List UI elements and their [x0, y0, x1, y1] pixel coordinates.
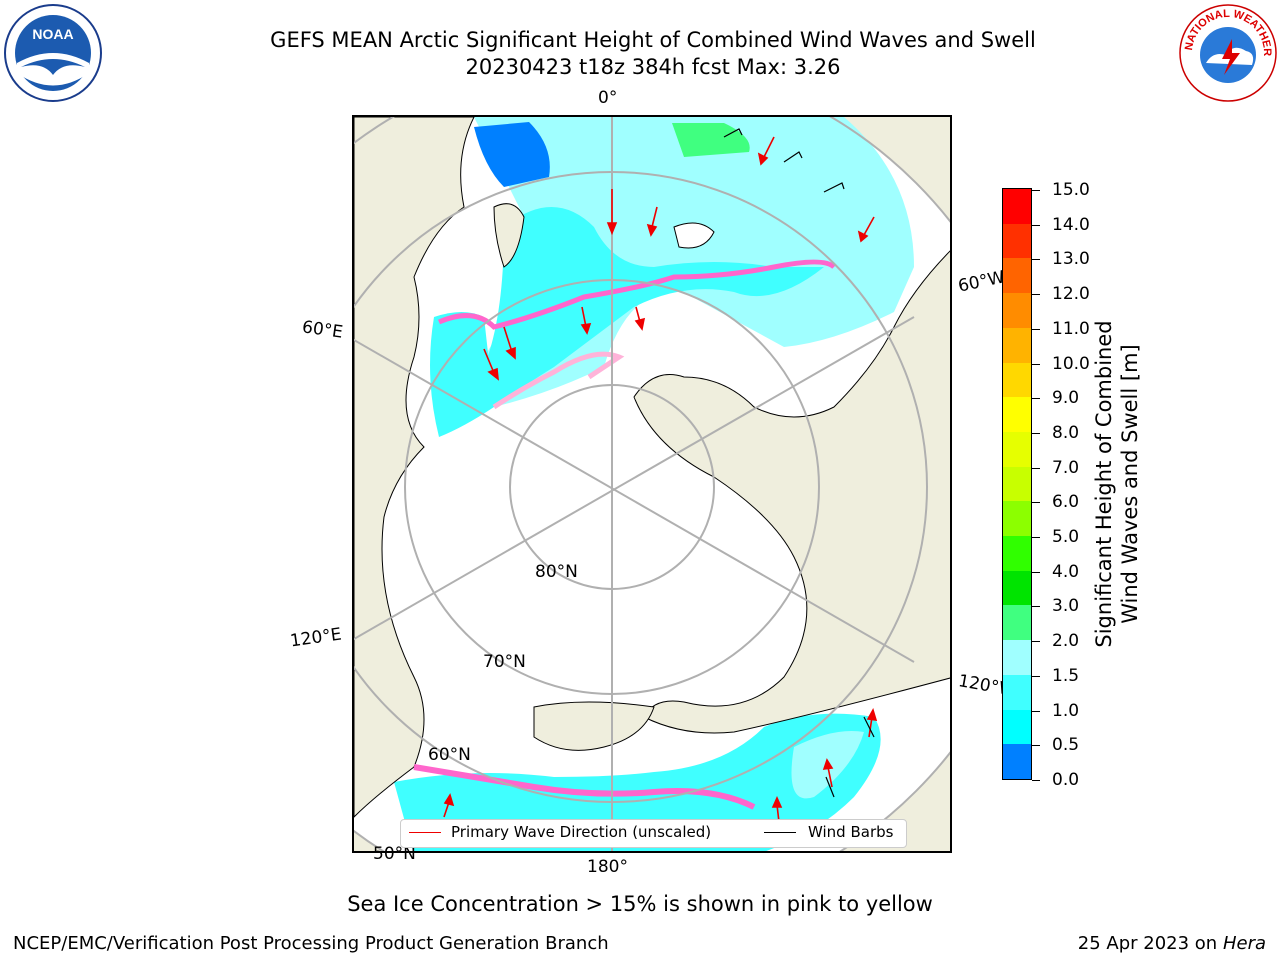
colorbar-label-line2: Wind Waves and Swell [m] — [1118, 344, 1142, 624]
colorbar-tick-mark — [1032, 606, 1040, 608]
colorbar-tick-label: 11.0 — [1052, 318, 1090, 339]
footer-date: 25 Apr 2023 on Hera — [1078, 933, 1266, 954]
colorbar-tick-label: 2.0 — [1052, 631, 1080, 652]
colorbar-tick-label: 4.0 — [1052, 561, 1080, 582]
colorbar-tick-label: 15.0 — [1052, 180, 1090, 200]
lat-label-50: 50°N — [373, 844, 416, 864]
nws-logo: NATIONAL WEATHER SERVICE — [1174, 0, 1278, 103]
colorbar-tick-mark — [1032, 432, 1040, 434]
colorbar — [1002, 188, 1032, 780]
colorbar-tick-label: 14.0 — [1052, 214, 1090, 235]
lat-label-60: 60°N — [428, 745, 471, 765]
lon-label-0: 0° — [598, 88, 618, 108]
noaa-logo-text: NOAA — [32, 26, 73, 42]
colorbar-tick-label: 0.0 — [1052, 770, 1080, 790]
colorbar-tick-mark — [1032, 502, 1040, 504]
colorbar-tick-mark — [1032, 571, 1040, 573]
colorbar-cell — [1003, 605, 1031, 641]
colorbar-cell — [1003, 466, 1031, 502]
colorbar-tick-mark — [1032, 745, 1040, 747]
colorbar-cell — [1003, 293, 1031, 328]
colorbar-tick-label: 8.0 — [1052, 422, 1080, 443]
lon-label-120e: 120°E — [288, 624, 343, 652]
colorbar-tick-label: 6.0 — [1052, 492, 1080, 513]
wind-barb-swatch — [764, 832, 796, 833]
chart-title: GEFS MEAN Arctic Significant Height of C… — [270, 28, 1036, 52]
footer-host: Hera — [1222, 933, 1266, 954]
colorbar-cell — [1003, 674, 1031, 710]
colorbar-tick-label: 0.5 — [1052, 735, 1080, 756]
colorbar-tick-label: 9.0 — [1052, 388, 1080, 409]
colorbar-tick-mark — [1032, 780, 1040, 781]
colorbar-tick-mark — [1032, 675, 1040, 677]
chart-subtitle: 20230423 t18z 384h fcst Max: 3.26 — [465, 55, 841, 79]
colorbar-cell — [1003, 570, 1031, 606]
colorbar-cell — [1003, 501, 1031, 537]
colorbar-tick-label: 10.0 — [1052, 353, 1090, 374]
sea-ice-note: Sea Ice Concentration > 15% is shown in … — [347, 892, 933, 916]
colorbar-tick-mark — [1032, 224, 1040, 226]
noaa-logo: NOAA — [3, 3, 103, 103]
colorbar-cell — [1003, 258, 1031, 294]
colorbar-tick-mark — [1032, 467, 1040, 469]
colorbar-cell — [1003, 536, 1031, 571]
colorbar-tick-mark — [1032, 398, 1040, 400]
lon-label-60w: 60°W — [956, 267, 1007, 297]
colorbar-tick-mark — [1032, 190, 1040, 191]
lat-label-80: 80°N — [535, 562, 578, 582]
map-legend: Primary Wave Direction (unscaled) Wind B… — [400, 819, 907, 848]
colorbar-cell — [1003, 189, 1031, 224]
footer-date-text: 25 Apr 2023 on — [1077, 933, 1223, 954]
colorbar-tick-label: 5.0 — [1052, 527, 1080, 548]
colorbar-tick-mark — [1032, 259, 1040, 261]
lon-label-180: 180° — [587, 857, 628, 877]
colorbar-tick-mark — [1032, 294, 1040, 296]
footer-credit: NCEP/EMC/Verification Post Processing Pr… — [13, 933, 609, 954]
colorbar-cell — [1003, 223, 1031, 259]
wave-direction-swatch — [409, 832, 441, 833]
colorbar-tick-mark — [1032, 641, 1040, 643]
colorbar-tick-mark — [1032, 328, 1040, 330]
colorbar-tick-label: 1.0 — [1052, 700, 1080, 721]
colorbar-tick-label: 1.5 — [1052, 665, 1080, 686]
colorbar-cell — [1003, 709, 1031, 745]
colorbar-cell — [1003, 640, 1031, 675]
colorbar-tick-label: 7.0 — [1052, 457, 1080, 478]
colorbar-tick-mark — [1032, 537, 1040, 539]
map-canvas — [354, 117, 950, 851]
legend-barb-label: Wind Barbs — [808, 823, 894, 841]
colorbar-cell — [1003, 431, 1031, 467]
legend-wave-label: Primary Wave Direction (unscaled) — [451, 823, 712, 841]
colorbar-label-line1: Significant Height of Combined — [1092, 320, 1116, 648]
lon-label-60e: 60°E — [300, 317, 345, 343]
colorbar-cell — [1003, 327, 1031, 363]
colorbar-cell — [1003, 397, 1031, 432]
colorbar-tick-label: 12.0 — [1052, 284, 1090, 305]
colorbar-cell — [1003, 744, 1031, 779]
colorbar-tick-label: 13.0 — [1052, 249, 1090, 270]
colorbar-tick-mark — [1032, 710, 1040, 712]
lat-label-70: 70°N — [483, 652, 526, 672]
colorbar-tick-mark — [1032, 363, 1040, 365]
colorbar-tick-label: 3.0 — [1052, 596, 1080, 617]
colorbar-cell — [1003, 362, 1031, 398]
arctic-map — [352, 115, 952, 853]
